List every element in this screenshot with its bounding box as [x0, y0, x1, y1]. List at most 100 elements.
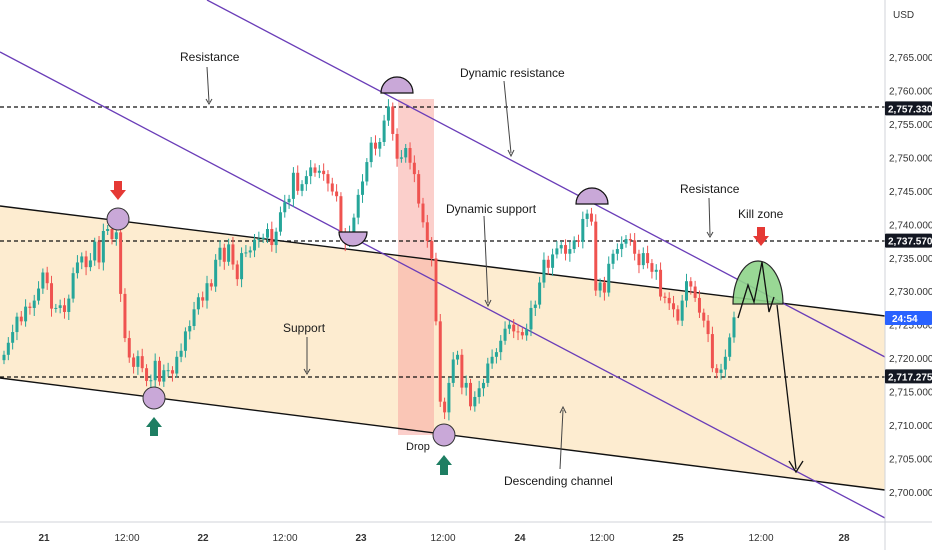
x-tick-label: 12:00: [589, 533, 614, 544]
candle-body: [663, 296, 667, 298]
candle-body: [710, 334, 714, 369]
candle-body: [646, 253, 650, 264]
candle-body: [37, 288, 41, 301]
candle-body: [330, 183, 334, 192]
candle-body: [611, 253, 615, 264]
candle-body: [261, 237, 265, 240]
y-tick-label: 2,745.000: [889, 187, 932, 198]
candle-body: [378, 141, 382, 149]
candle-body: [607, 263, 611, 293]
candle-body: [300, 184, 304, 191]
label-resistance-right: Resistance: [680, 182, 740, 196]
candle-body: [205, 283, 209, 301]
candle-body: [352, 217, 356, 234]
candle-body: [456, 354, 460, 360]
x-tick-label: 25: [672, 533, 684, 544]
candle-body: [62, 305, 66, 312]
y-tick-label: 2,700.000: [889, 488, 932, 499]
candle-body: [702, 312, 706, 321]
candle-body: [589, 213, 593, 222]
candle-body: [149, 380, 153, 382]
candle-body: [253, 239, 257, 251]
marker-circle-low-1: [142, 386, 166, 410]
candle-body: [425, 222, 429, 242]
candle-body: [481, 382, 485, 389]
x-tick-label: 21: [38, 533, 50, 544]
candle-body: [313, 167, 317, 173]
candle-body: [15, 316, 19, 333]
x-tick-label: 12:00: [272, 533, 297, 544]
drop-zone: [398, 99, 434, 435]
candle-body: [693, 286, 697, 298]
candle-body: [598, 282, 602, 291]
label-resistance-top: Resistance: [180, 50, 240, 64]
current-price-badge: [885, 311, 932, 325]
candle-body: [525, 329, 529, 336]
candle-body: [6, 342, 10, 355]
candle-body: [84, 256, 88, 268]
x-tick-label: 12:00: [114, 533, 139, 544]
candle-body: [97, 241, 101, 263]
candle-body: [218, 247, 222, 260]
candle-body: [469, 382, 473, 407]
red-arrow-down-1: [110, 181, 126, 200]
dynamic-support-line: [0, 51, 886, 519]
candle-body: [417, 174, 421, 204]
candle-body: [356, 194, 360, 218]
candle-body: [132, 357, 136, 367]
marker-circle-high: [106, 207, 130, 231]
marker-circle-low-2: [432, 423, 456, 447]
candle-body: [188, 326, 192, 332]
candle-body: [278, 212, 282, 232]
candle-body: [287, 198, 291, 203]
candle-body: [322, 170, 326, 175]
candle-body: [291, 172, 295, 199]
candle-body: [559, 245, 563, 249]
pivot-top-1: [380, 76, 414, 94]
candle-body: [28, 306, 32, 308]
candle-body: [248, 250, 252, 253]
candle-body: [209, 283, 213, 287]
candle-body: [257, 239, 261, 241]
candle-body: [101, 231, 105, 263]
price-level-badge: [885, 233, 932, 248]
candle-body: [443, 401, 447, 413]
y-tick-label: 2,730.000: [889, 287, 932, 298]
label-kill-zone: Kill zone: [738, 207, 784, 221]
candle-body: [67, 298, 71, 312]
candle-body: [568, 249, 572, 254]
candle-body: [516, 331, 520, 333]
candle-body: [581, 218, 585, 242]
candle-body: [412, 162, 416, 175]
y-tick-label: 2,725.000: [889, 321, 932, 332]
candle-body: [175, 356, 179, 374]
candle-body: [24, 306, 28, 322]
y-tick-label: 2,705.000: [889, 455, 932, 466]
candle-body: [637, 253, 641, 266]
candle-body: [719, 369, 723, 373]
label-dynamic-support: Dynamic support: [446, 202, 537, 216]
y-tick-label: 2,760.000: [889, 86, 932, 97]
y-axis-ticks: 2,765.000 2,760.000 2,755.000 2,750.000 2,74…: [889, 53, 932, 499]
candle-body: [715, 368, 719, 373]
candle-body: [183, 331, 187, 351]
candle-body: [620, 243, 624, 250]
annotation-leaders: [205, 66, 714, 470]
candle-body: [659, 269, 663, 297]
candle-body: [404, 148, 408, 158]
green-arrow-up-1: [146, 417, 162, 436]
y-tick-label: 2,750.000: [889, 153, 932, 164]
label-support: Support: [283, 321, 326, 335]
candle-body: [2, 354, 6, 361]
x-tick-label: 28: [838, 533, 850, 544]
price-level-badge: [885, 369, 932, 384]
candle-body: [373, 142, 377, 149]
y-axis-currency: USD: [893, 10, 914, 21]
candle-body: [339, 196, 343, 234]
candle-body: [594, 221, 598, 291]
candle-body: [283, 202, 287, 213]
price-level-badge-label: 2,717.275: [888, 372, 932, 383]
candle-body: [732, 317, 736, 338]
candle-body: [650, 263, 654, 272]
